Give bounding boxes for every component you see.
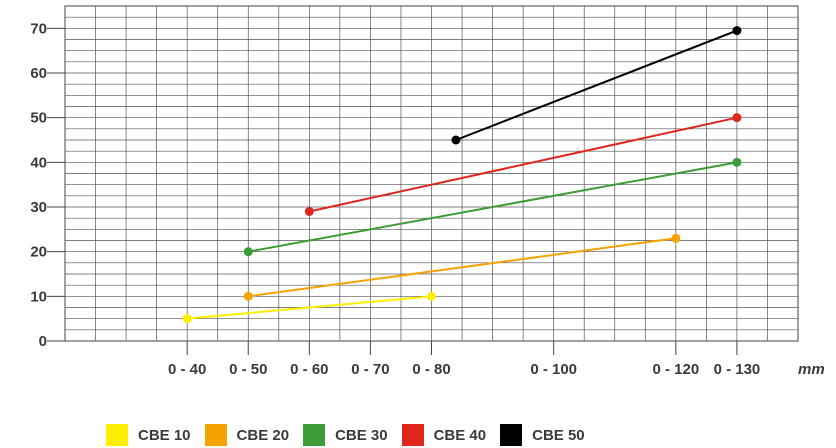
legend-label: CBE 50 — [532, 426, 585, 444]
legend-swatch — [401, 424, 424, 446]
legend-label: CBE 40 — [433, 426, 487, 444]
legend-item: CBE 40 — [401, 424, 487, 446]
series-lines — [182, 26, 742, 324]
data-point — [182, 314, 192, 324]
legend-item: CBE 50 — [500, 424, 585, 446]
legend-swatch — [204, 424, 227, 446]
legend-swatch — [500, 424, 523, 446]
data-point — [243, 247, 253, 257]
y-tick-label: 60 — [30, 65, 47, 82]
series-line — [309, 116, 738, 213]
grid — [47, 5, 799, 355]
y-tick-label: 10 — [30, 288, 47, 305]
data-point — [732, 157, 742, 167]
series — [304, 113, 742, 216]
data-point — [732, 26, 742, 36]
x-tick-label: 0 - 100 — [530, 361, 577, 378]
series-line — [187, 295, 432, 320]
x-tick-label: 0 - 130 — [714, 361, 761, 378]
series — [182, 291, 436, 324]
x-tick-label: 0 - 50 — [229, 361, 267, 378]
data-point — [451, 135, 461, 145]
legend-label: CBE 30 — [335, 426, 388, 444]
y-axis-ticks: 0 10 20 30 40 50 60 70 — [30, 20, 47, 350]
y-tick-label: 30 — [30, 199, 47, 216]
series — [243, 233, 681, 301]
series-line — [248, 161, 738, 253]
x-tick-label: 0 - 120 — [652, 361, 699, 378]
x-tick-label: 0 - 40 — [168, 361, 206, 378]
series — [451, 26, 742, 145]
series — [243, 157, 742, 257]
legend-item: CBE 10 — [106, 424, 191, 446]
legend-item: CBE 20 — [204, 424, 290, 446]
y-tick-label: 0 — [39, 333, 47, 350]
legend-label: CBE 20 — [236, 426, 290, 444]
data-point — [427, 291, 436, 301]
series-line — [248, 237, 676, 298]
data-point — [732, 113, 742, 123]
x-axis-ticks: 0 - 40 0 - 50 0 - 60 0 - 70 0 - 80 0 - 100 0 -… — [168, 361, 760, 378]
data-point — [671, 233, 681, 243]
x-axis-unit-label: mm — [798, 361, 825, 378]
data-point — [243, 291, 253, 301]
series-line — [455, 29, 738, 141]
legend-swatch — [106, 424, 128, 446]
y-tick-label: 70 — [30, 20, 47, 37]
x-tick-label: 0 - 60 — [290, 361, 328, 378]
legend-swatch — [303, 424, 326, 446]
x-tick-label: 0 - 80 — [412, 361, 450, 378]
legend-item: CBE 30 — [303, 424, 388, 446]
y-tick-label: 50 — [30, 110, 47, 127]
y-tick-label: 20 — [30, 244, 47, 261]
data-point — [304, 206, 314, 216]
legend-label: CBE 10 — [138, 426, 191, 444]
legend: CBE 10 CBE 20 CBE 30 CBE 40 CBE 50 — [106, 424, 599, 446]
y-tick-label: 40 — [30, 154, 47, 171]
x-tick-label: 0 - 70 — [351, 361, 389, 378]
